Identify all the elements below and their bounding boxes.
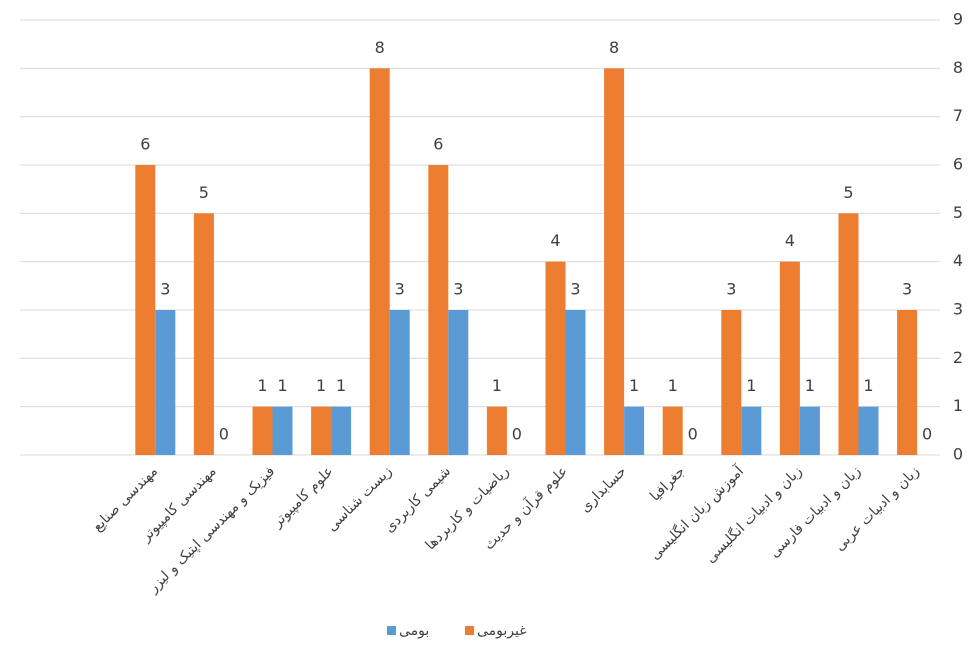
data-label: 5 — [843, 183, 853, 202]
data-label: 1 — [336, 376, 346, 395]
y-tick-label: 0 — [953, 445, 963, 464]
y-tick-label: 5 — [953, 203, 963, 222]
data-label: 0 — [922, 425, 932, 444]
data-label: 1 — [746, 376, 756, 395]
data-label: 1 — [316, 376, 326, 395]
data-label: 1 — [257, 376, 267, 395]
bar — [389, 310, 410, 455]
x-tick-label: حسابداری — [577, 463, 630, 516]
data-label: 1 — [863, 376, 873, 395]
x-tick-label: آموزش زبان انگلیسی — [646, 462, 747, 563]
y-tick-label: 9 — [953, 10, 963, 29]
bar — [193, 213, 214, 455]
bar — [624, 406, 645, 455]
data-label: 0 — [512, 425, 522, 444]
y-tick-label: 1 — [953, 396, 963, 415]
bar — [428, 165, 449, 455]
data-label: 6 — [140, 135, 150, 154]
y-tick-label: 4 — [953, 251, 963, 270]
data-label: 4 — [785, 231, 795, 250]
legend-label: غیربومی — [477, 623, 527, 639]
bar — [545, 261, 566, 455]
y-tick-label: 3 — [953, 300, 963, 319]
bar — [779, 261, 800, 455]
y-tick-label: 2 — [953, 348, 963, 367]
legend-label: بومی — [399, 623, 429, 639]
data-label: 8 — [375, 38, 385, 57]
bar — [448, 310, 469, 455]
bar — [252, 406, 273, 455]
data-label: 0 — [219, 425, 229, 444]
data-label: 1 — [668, 376, 678, 395]
data-label: 1 — [629, 376, 639, 395]
data-label: 0 — [688, 425, 698, 444]
bar — [272, 406, 293, 455]
data-label: 5 — [199, 183, 209, 202]
x-tick-label: فیزیک و مهندسی اپتیک و لیزر — [145, 463, 278, 596]
bar — [838, 213, 859, 455]
data-label: 6 — [433, 135, 443, 154]
y-tick-label: 7 — [953, 106, 963, 125]
bar — [897, 310, 918, 455]
bar — [721, 310, 742, 455]
data-label: 1 — [805, 376, 815, 395]
data-label: 1 — [277, 376, 287, 395]
data-label: 3 — [570, 280, 580, 299]
bar — [799, 406, 820, 455]
bar — [741, 406, 762, 455]
data-label: 3 — [395, 280, 405, 299]
bar — [369, 68, 390, 455]
bar — [486, 406, 507, 455]
data-label: 3 — [160, 280, 170, 299]
data-label: 3 — [726, 280, 736, 299]
data-label: 1 — [492, 376, 502, 395]
data-label: 4 — [550, 231, 560, 250]
legend-swatch — [387, 626, 396, 635]
y-tick-label: 6 — [953, 155, 963, 174]
bar — [858, 406, 879, 455]
bar — [155, 310, 176, 455]
data-label: 8 — [609, 38, 619, 57]
data-label: 3 — [453, 280, 463, 299]
bar — [331, 406, 352, 455]
legend-swatch — [465, 626, 474, 635]
x-tick-label: زبان و ادبیات انگلیسی — [702, 463, 806, 567]
bar — [311, 406, 332, 455]
bar — [604, 68, 625, 455]
bar — [662, 406, 683, 455]
bar — [565, 310, 586, 455]
data-label: 3 — [902, 280, 912, 299]
bar — [135, 165, 156, 455]
y-tick-label: 8 — [953, 58, 963, 77]
x-tick-label: جغرافیا — [647, 463, 688, 504]
